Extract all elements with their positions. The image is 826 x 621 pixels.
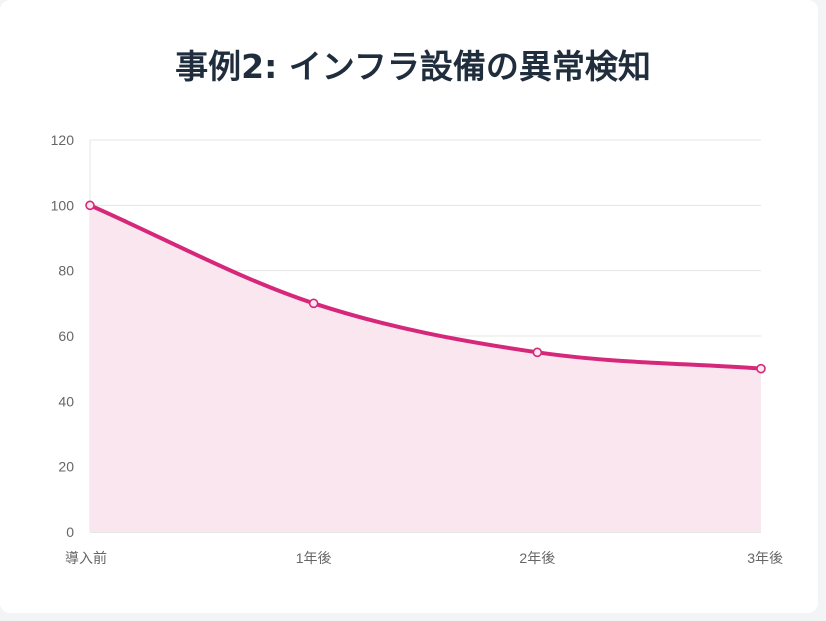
y-tick-label: 120 bbox=[51, 132, 75, 148]
chart-title: 事例2: インフラ設備の異常検知 bbox=[175, 47, 651, 86]
data-point[interactable] bbox=[85, 200, 95, 211]
y-tick-label: 0 bbox=[66, 524, 74, 540]
x-axis: 導入前 1年後 2年後 3年後 bbox=[65, 550, 783, 566]
series-area bbox=[90, 205, 761, 533]
data-point[interactable] bbox=[756, 363, 766, 374]
y-tick-label: 60 bbox=[58, 328, 74, 344]
x-tick-label: 3年後 bbox=[747, 550, 783, 566]
y-tick-label: 20 bbox=[58, 459, 74, 475]
x-tick-label: 1年後 bbox=[296, 550, 332, 566]
plot-area bbox=[85, 200, 766, 533]
x-tick-label: 2年後 bbox=[519, 550, 555, 566]
y-tick-label: 40 bbox=[58, 393, 74, 409]
y-tick-label: 100 bbox=[51, 197, 75, 213]
data-point[interactable] bbox=[532, 347, 543, 358]
data-point[interactable] bbox=[308, 298, 319, 309]
series-line bbox=[88, 203, 763, 371]
y-axis: 0 20 40 60 80 100 120 bbox=[51, 132, 75, 540]
x-tick-label: 導入前 bbox=[65, 550, 107, 566]
y-tick-label: 80 bbox=[58, 263, 74, 279]
chart-card: 事例2: インフラ設備の異常検知 0 20 40 60 80 100 120 導入前 1年後 2… bbox=[0, 0, 818, 613]
